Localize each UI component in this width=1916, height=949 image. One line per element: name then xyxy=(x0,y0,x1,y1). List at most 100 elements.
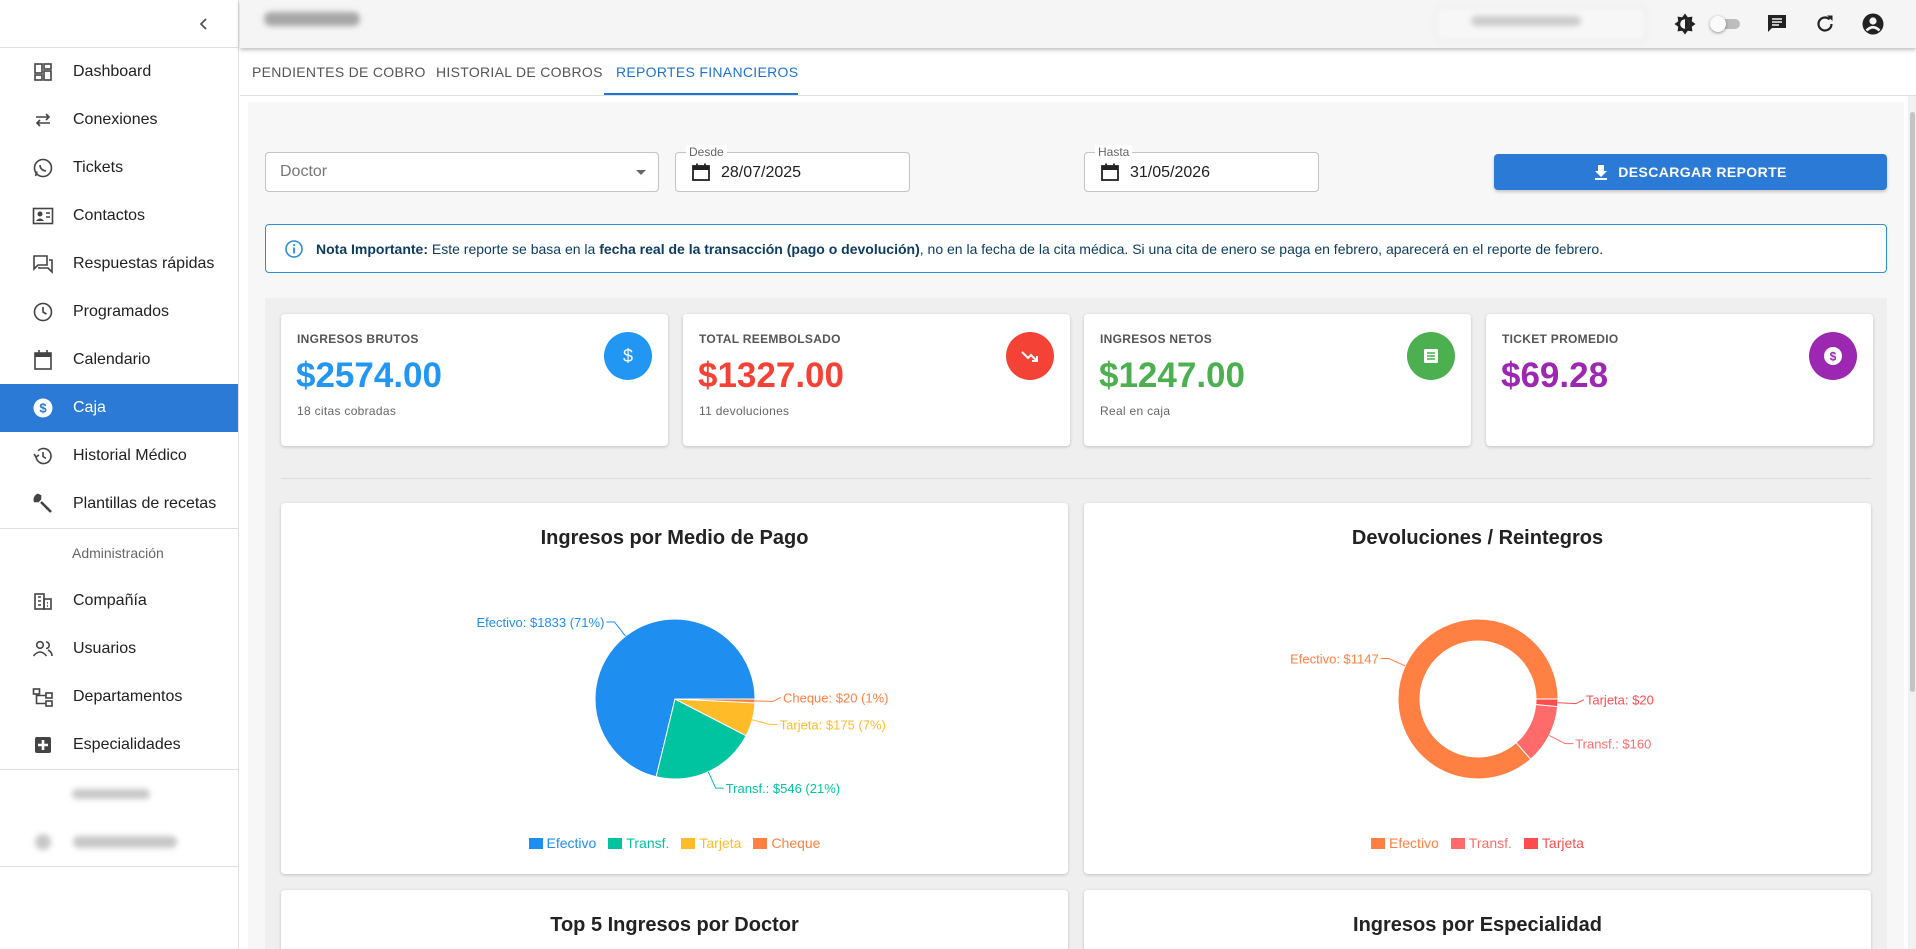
legend-label: Transf. xyxy=(626,835,670,851)
card-title: TOTAL REEMBOLSADO xyxy=(699,332,841,346)
refresh-icon[interactable] xyxy=(1812,11,1838,37)
stat-card-ingresos-brutos: INGRESOS BRUTOS $2574.00 18 citas cobrad… xyxy=(281,314,668,446)
doctor-select[interactable]: Doctor xyxy=(265,152,659,192)
sidebar-item-label: Contactos xyxy=(73,207,146,224)
sidebar-item-label: Tickets xyxy=(73,159,124,176)
dollar-icon: $ xyxy=(604,332,652,380)
card-title: INGRESOS BRUTOS xyxy=(297,332,419,346)
brightness-icon[interactable] xyxy=(1672,11,1698,37)
chart-panel-top-doctores: Top 5 Ingresos por Doctor xyxy=(281,890,1068,949)
sidebar-item-label: Compañía xyxy=(73,592,147,609)
dark-mode-toggle[interactable] xyxy=(1710,16,1742,32)
desde-date-field[interactable]: Desde 28/07/2025 xyxy=(675,145,910,192)
pie-leader-line xyxy=(1380,657,1406,667)
tab-reportes[interactable]: REPORTES FINANCIEROS xyxy=(616,64,799,80)
calendar-icon[interactable] xyxy=(1100,162,1120,182)
sidebar-item-caja[interactable]: $ Caja xyxy=(0,384,238,432)
history-icon xyxy=(30,443,56,469)
pie-leader-line xyxy=(752,719,778,725)
scrollbar-thumb[interactable] xyxy=(1910,112,1915,692)
card-subtitle: 18 citas cobradas xyxy=(297,404,397,418)
card-value: $69.28 xyxy=(1501,356,1609,395)
whatsapp-icon xyxy=(30,155,56,181)
toggle-knob xyxy=(1710,16,1726,32)
chart-title: Ingresos por Especialidad xyxy=(1353,914,1602,936)
card-value: $1327.00 xyxy=(698,356,844,395)
legend-item[interactable]: Tarjeta xyxy=(1523,835,1584,851)
sidebar-item-especialidades[interactable]: Especialidades xyxy=(0,721,238,769)
account-icon[interactable] xyxy=(1860,11,1886,37)
hasta-date-field[interactable]: Hasta 31/05/2026 xyxy=(1084,145,1319,192)
calendar-icon xyxy=(30,347,56,373)
sidebar-header xyxy=(0,0,238,48)
sidebar-item-departamentos[interactable]: Departamentos xyxy=(0,673,238,721)
sidebar-item-conexiones[interactable]: Conexiones xyxy=(0,96,238,144)
chat-icon[interactable] xyxy=(1764,11,1790,37)
sidebar-item-label: Calendario xyxy=(73,351,151,368)
tab-historial[interactable]: HISTORIAL DE COBROS xyxy=(436,64,603,80)
sidebar: Dashboard Conexiones Tickets Contactos R… xyxy=(0,0,239,949)
download-report-button[interactable]: DESCARGAR REPORTE xyxy=(1494,154,1887,190)
sidebar-item-tickets[interactable]: Tickets xyxy=(0,144,238,192)
pie-slice-efectivo[interactable] xyxy=(594,618,756,778)
info-icon xyxy=(285,239,303,258)
legend-label: Efectivo xyxy=(546,835,597,851)
pie-slice-tarjeta[interactable] xyxy=(1535,698,1559,708)
sidebar-item-label: Departamentos xyxy=(73,688,183,705)
chevron-left-icon[interactable] xyxy=(192,12,216,36)
tabs-bar: PENDIENTES DE COBRO HISTORIAL DE COBROS … xyxy=(240,48,1916,96)
sidebar-item-historial[interactable]: Historial Médico xyxy=(0,432,238,480)
legend-item[interactable]: Transf. xyxy=(1450,835,1512,851)
stat-card-ticket-promedio: TICKET PROMEDIO $69.28 $ xyxy=(1486,314,1873,446)
sidebar-item-programados[interactable]: Programados xyxy=(0,288,238,336)
legend-item[interactable]: Transf. xyxy=(608,835,669,851)
tab-indicator xyxy=(604,93,798,95)
legend-swatch xyxy=(1523,837,1538,849)
legend-swatch xyxy=(608,837,623,849)
dollar-circle-icon: $ xyxy=(30,395,56,421)
chart-title: Devoluciones / Reintegros xyxy=(1351,527,1604,549)
sidebar-item-label: Usuarios xyxy=(73,640,137,657)
info-alert-text: Nota Importante: Este reporte se basa en… xyxy=(316,241,1603,257)
chart-panel-devoluciones: Devoluciones / Reintegros Efectivo: $114… xyxy=(1084,503,1871,874)
pie-slice-transf[interactable] xyxy=(655,698,747,780)
trending-down-icon xyxy=(1006,332,1054,380)
legend-label: Transf. xyxy=(1468,835,1512,851)
legend-item[interactable]: Efectivo xyxy=(528,835,597,851)
sidebar-item-compania[interactable]: Compañía xyxy=(0,577,238,625)
pie-slice-efectivo[interactable] xyxy=(1397,618,1559,780)
legend-item[interactable]: Efectivo xyxy=(1371,835,1439,851)
legend-label: Tarjeta xyxy=(699,835,742,851)
info-alert: Nota Importante: Este reporte se basa en… xyxy=(265,224,1887,273)
tab-pendientes[interactable]: PENDIENTES DE COBRO xyxy=(252,64,426,80)
sidebar-item-plantillas[interactable]: Plantillas de recetas xyxy=(0,480,238,528)
wrench-icon xyxy=(30,491,56,517)
pie-data-label: Efectivo: $1147 xyxy=(1290,651,1379,666)
sidebar-item-blurred[interactable] xyxy=(0,818,238,866)
legend-item[interactable]: Tarjeta xyxy=(681,835,741,851)
chart-title: Top 5 Ingresos por Doctor xyxy=(550,914,799,936)
legend-item[interactable]: Cheque xyxy=(753,835,820,851)
legend-label: Cheque xyxy=(771,835,821,851)
sidebar-item-contactos[interactable]: Contactos xyxy=(0,192,238,240)
doctor-placeholder: Doctor xyxy=(280,163,328,180)
people-icon xyxy=(30,636,56,662)
pie-data-label: Transf.: $160 xyxy=(1575,737,1651,752)
sidebar-item-respuestas[interactable]: Respuestas rápidas xyxy=(0,240,238,288)
calendar-icon[interactable] xyxy=(691,162,711,182)
chart-panel-medio-pago: Ingresos por Medio de Pago Efectivo: $18… xyxy=(281,503,1068,874)
note-text-2: , no en la fecha de la cita médica. Si u… xyxy=(919,240,1604,257)
sidebar-item-label: Plantillas de recetas xyxy=(73,495,217,512)
note-bold-lead: Nota Importante: xyxy=(316,240,428,257)
card-value: $1247.00 xyxy=(1099,356,1245,395)
sidebar-item-calendario[interactable]: Calendario xyxy=(0,336,238,384)
chart-title: Ingresos por Medio de Pago xyxy=(540,527,809,549)
chart-legend: Efectivo Transf. Tarjeta Cheque xyxy=(281,835,1068,851)
note-text-1: Este reporte se basa en la xyxy=(428,240,600,257)
sidebar-divider xyxy=(0,866,238,867)
sidebar-item-dashboard[interactable]: Dashboard xyxy=(0,48,238,96)
sidebar-item-usuarios[interactable]: Usuarios xyxy=(0,625,238,673)
pie-leader-line xyxy=(707,771,724,789)
svg-text:$: $ xyxy=(1830,350,1837,364)
company-select[interactable] xyxy=(1436,7,1646,41)
